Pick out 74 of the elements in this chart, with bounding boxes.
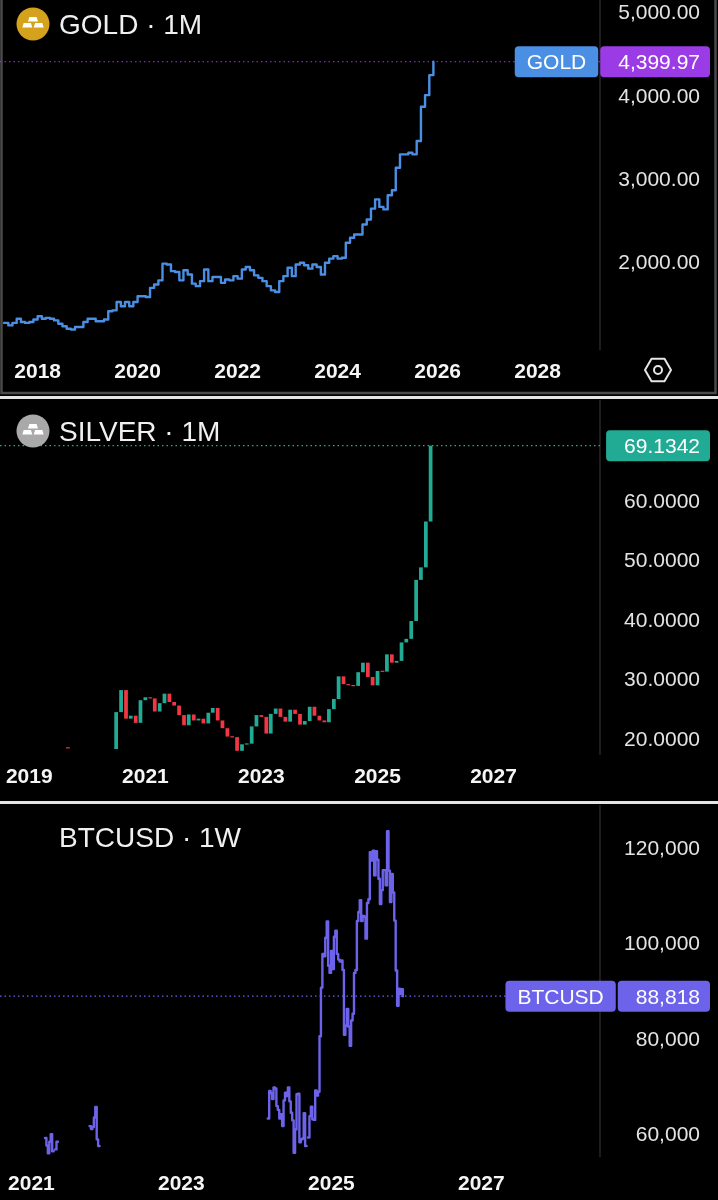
x-tick-label: 2023 [238,763,285,787]
y-tick-label: 50.0000 [624,548,700,572]
candlestick [293,709,297,714]
x-tick-label: 2019 [5,763,53,787]
candlestick [186,714,191,726]
x-tick-label: 2027 [470,763,517,787]
candlestick [268,713,273,734]
x-tick-label: 2021 [122,763,170,787]
candlestick [365,662,370,677]
y-tick-label: 60,000 [635,1121,700,1145]
candlestick [361,662,365,673]
text: BTCUSD · 1W [59,821,242,853]
candlestick [182,715,186,726]
candlestick [191,714,196,721]
y-tick-label: 30.0000 [624,667,700,691]
candlestick [206,712,211,724]
candlestick [114,712,119,750]
y-tick-label: 80,000 [635,1026,700,1050]
candlestick [322,720,327,723]
candlestick [152,698,157,712]
x-tick-label: 2024 [314,358,362,382]
y-tick-label: 100,000 [624,931,700,955]
x-tick-label: 2025 [308,1170,356,1194]
candlestick [249,726,254,744]
x-tick-label: 2020 [114,358,161,382]
text: GOLD [526,50,587,74]
candlestick [414,579,419,621]
text: SILVER · 1M [59,415,221,447]
candlestick [172,701,177,706]
candlestick [409,620,414,639]
candlestick [302,721,307,725]
candlestick [404,638,409,643]
candlestick [273,708,278,714]
y-tick-label: 3,000.00 [618,167,700,191]
x-tick-label: 2025 [354,763,402,787]
candlestick [307,706,312,722]
candlestick [389,654,394,663]
y-tick-label: 120,000 [624,836,700,860]
candlestick [423,521,428,568]
candlestick [133,715,138,723]
y-tick-label: 4,000.00 [618,83,700,107]
ref-line-label: 88,818 [635,984,700,1008]
y-tick-label: 5,000.00 [618,0,700,24]
y-tick-label: 60.0000 [624,488,700,512]
y-tick-label: 40.0000 [624,607,700,631]
candlestick [177,705,181,716]
ref-line-label: 69.1342 [624,434,700,458]
y-tick-label: 20.0000 [624,726,700,750]
candlestick [331,699,336,710]
candlestick [215,707,220,721]
candlestick [157,703,162,712]
y-tick-label: 2,000.00 [618,250,700,274]
candlestick [124,690,128,719]
ref-line-label: 4,399.97 [618,50,700,74]
candlestick [210,707,215,713]
legend-label: BTCUSD [517,984,604,1008]
candlestick [128,715,133,719]
candlestick [119,690,123,713]
candlestick [264,716,269,734]
candlestick [419,567,423,580]
candlestick [327,709,331,723]
x-tick-label: 2026 [414,358,461,382]
x-tick-label: 2021 [8,1170,56,1194]
candlestick [385,654,389,672]
x-tick-label: 2018 [14,358,62,382]
x-tick-label: 2028 [514,358,562,382]
candlestick [356,672,361,686]
candlestick [288,709,293,722]
x-tick-label: 2023 [157,1170,205,1194]
candlestick [298,713,302,725]
x-tick-label: 2027 [457,1170,505,1194]
x-tick-label: 2022 [214,358,261,382]
candlestick [235,737,239,751]
chart-title: GOLD · 1M [59,8,203,40]
